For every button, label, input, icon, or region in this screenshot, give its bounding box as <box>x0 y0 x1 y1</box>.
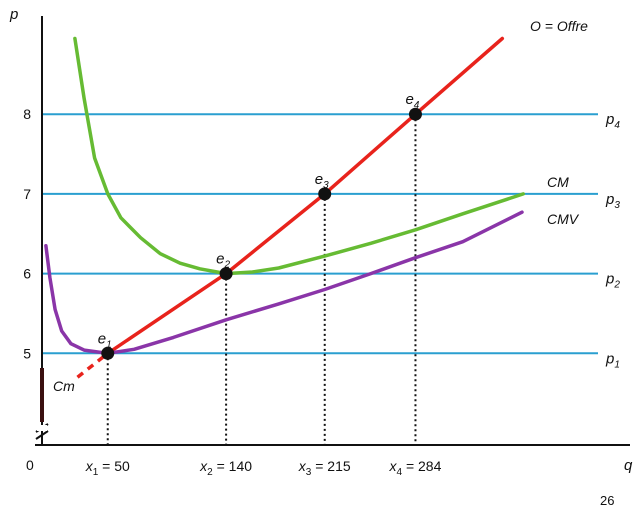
equilibrium-label-e2: e2 <box>216 251 230 271</box>
y-tick-label: 6 <box>23 266 31 282</box>
quantity-label-x4: x4 = 284 <box>389 458 442 478</box>
quantity-label-x1: x1 = 50 <box>85 458 130 478</box>
series-label-cmv: CMV <box>547 211 580 227</box>
y-axis-label: p <box>9 6 18 23</box>
equilibrium-label-e3: e3 <box>315 171 329 191</box>
equilibrium-point-e2 <box>219 267 233 281</box>
equilibrium-point-e3 <box>318 187 332 201</box>
y-tick-label: 7 <box>23 186 31 202</box>
equilibrium-point-e4 <box>408 107 422 121</box>
quantity-label-x2: x2 = 140 <box>199 458 252 478</box>
y-tick-label: 5 <box>23 345 31 361</box>
y-tick-label: 8 <box>23 106 31 122</box>
equilibrium-point-e1 <box>101 346 115 360</box>
series-label-cm: Cm <box>53 378 75 394</box>
price-label-p4: p4 <box>605 111 620 131</box>
page-number: 26 <box>600 493 614 508</box>
x-axis-label: q <box>624 457 633 474</box>
curve-cm <box>73 36 526 276</box>
price-label-p1: p1 <box>605 350 620 370</box>
equilibrium-label-e4: e4 <box>405 91 419 111</box>
curve-cmv <box>44 210 524 356</box>
series-label-cm: CM <box>547 174 569 190</box>
axis-break-gap <box>37 425 47 431</box>
price-label-p2: p2 <box>605 271 620 291</box>
equilibrium-label-e1: e1 <box>98 330 112 350</box>
series-label-o-offre: O = Offre <box>530 18 588 34</box>
price-label-p3: p3 <box>605 191 620 211</box>
curve-o-offre <box>106 36 505 356</box>
quantity-label-x3: x3 = 215 <box>298 458 351 478</box>
origin-label: 0 <box>26 457 34 473</box>
